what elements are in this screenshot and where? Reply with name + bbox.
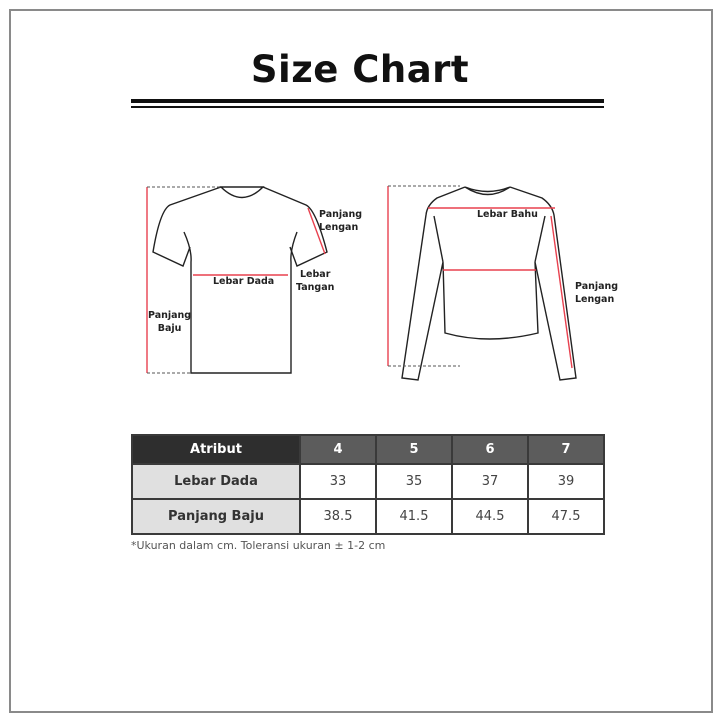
label-line: Panjang xyxy=(319,209,363,220)
page-title: Size Chart xyxy=(250,48,470,91)
table-cell: 47.5 xyxy=(527,498,605,535)
table-cell: 41.5 xyxy=(375,498,453,535)
row-label: Lebar Dada xyxy=(131,463,301,500)
label-line: Lebar xyxy=(300,269,331,280)
tshirt-measure-lines xyxy=(146,187,326,373)
label-lebar-dada: Lebar Dada xyxy=(213,276,275,287)
longsleeve-measure-lines xyxy=(387,186,573,369)
label-line: Tangan xyxy=(296,282,335,293)
label-line: Lengan xyxy=(319,222,359,233)
title-rule-thin xyxy=(131,106,604,108)
label-lebar-bahu: Lebar Bahu xyxy=(477,209,538,220)
label-panjang-lengan-tshirt: Panjang Lengan xyxy=(319,208,362,234)
table-row: Panjang Baju 38.5 41.5 44.5 47.5 xyxy=(131,498,605,535)
table-cell: 44.5 xyxy=(451,498,529,535)
header-atribut: Atribut xyxy=(131,434,301,465)
table-cell: 35 xyxy=(375,463,453,500)
header-size: 4 xyxy=(299,434,377,465)
table-row: Lebar Dada 33 35 37 39 xyxy=(131,463,605,500)
table-cell: 39 xyxy=(527,463,605,500)
tshirt-diagram xyxy=(152,186,328,374)
row-label: Panjang Baju xyxy=(131,498,301,535)
header-size: 5 xyxy=(375,434,453,465)
label-line: Panjang xyxy=(575,281,619,292)
label-panjang-baju: Panjang Baju xyxy=(148,309,191,335)
label-line: Lengan xyxy=(575,294,615,305)
label-line: Panjang xyxy=(148,310,192,321)
outer-frame xyxy=(9,9,713,713)
size-note: *Ukuran dalam cm. Toleransi ukuran ± 1-2… xyxy=(131,539,386,552)
label-panjang-lengan-longsleeve: Panjang Lengan xyxy=(575,280,618,306)
table-cell: 33 xyxy=(299,463,377,500)
title-rule-thick xyxy=(131,99,604,103)
table-header-row: Atribut 4 5 6 7 xyxy=(131,434,605,465)
header-size: 6 xyxy=(451,434,529,465)
header-size: 7 xyxy=(527,434,605,465)
table-cell: 37 xyxy=(451,463,529,500)
label-line: Baju xyxy=(157,323,182,334)
label-lebar-tangan: Lebar Tangan xyxy=(296,268,334,294)
size-table: Atribut 4 5 6 7 Lebar Dada 33 35 37 39 P… xyxy=(131,434,605,535)
table-cell: 38.5 xyxy=(299,498,377,535)
